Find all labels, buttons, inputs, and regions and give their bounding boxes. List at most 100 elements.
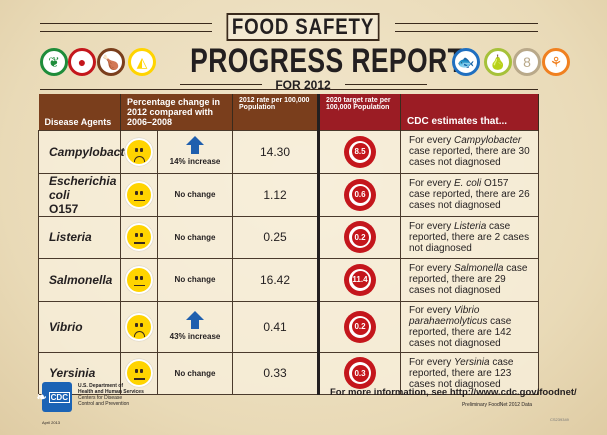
agent-name: Campylobacter [49, 144, 136, 159]
hhs-text: U.S. Department of Health and Human Serv… [78, 383, 144, 407]
change-text: No change [174, 368, 216, 378]
change-text: 43% increase [169, 332, 221, 341]
target-cell: 0.2 [317, 300, 401, 353]
table-row: Vibrio 43% increase 0.41 0.2 For every V… [38, 300, 539, 353]
agent-name: Vibrio [49, 319, 83, 334]
hhs-eagle-icon: ❧ [36, 390, 47, 404]
agent-name: Listeria [49, 230, 92, 245]
sad-face-icon [125, 137, 153, 166]
document-code: CS239349 [550, 417, 569, 422]
divider [345, 84, 427, 85]
estimate-text: For every [409, 135, 455, 147]
estimate-organism: Salmonella [454, 263, 504, 275]
table-row: Campylobacter 14% increase 14.30 8.5 For… [38, 130, 539, 174]
target-value: 0.6 [351, 186, 369, 203]
beef-icon: ● [68, 48, 96, 76]
target-icon: 0.6 [344, 178, 376, 211]
poultry-icon: 🍗 [97, 48, 125, 76]
disease-agent: Listeria [38, 215, 121, 259]
cdc-estimate: For every Listeria case reported, there … [400, 215, 539, 259]
target-icon: 11.4 [344, 263, 376, 296]
more-info-link[interactable]: For more information, see http://www.cdc… [330, 387, 577, 398]
disease-agent: Vibrio [38, 300, 121, 353]
cdc-estimate: For every Campylobacter case reported, t… [400, 130, 539, 174]
sad-face-icon [125, 312, 153, 341]
table-row: Escherichia coli O157 No change 1.12 0.6 … [38, 172, 539, 217]
divider [180, 84, 262, 85]
change-cell: No change [157, 172, 233, 217]
up-arrow-icon [158, 136, 232, 155]
hhs-line: Control and Prevention [78, 401, 130, 407]
hhs-line: Centers for Disease [78, 395, 123, 401]
title-food-safety: FOOD SAFETY [226, 13, 380, 41]
target-value: 0.3 [351, 364, 369, 382]
agent-name: Yersinia [49, 366, 96, 381]
neutral-face-icon [125, 180, 153, 209]
header-2012-rate: 2012 rate per 100,000 Population [232, 94, 319, 131]
estimate-organism: E. coli [454, 178, 482, 189]
fish-icon: 🐟 [452, 48, 480, 76]
table-row: Yersinia No change 0.33 0.3 For every Ye… [38, 351, 539, 395]
produce-icon: ❦ [40, 48, 68, 76]
peanut-icon: 8 [513, 48, 541, 76]
disease-agent: Salmonella [38, 258, 121, 302]
cdc-estimate: For every Yersinia case reported, there … [400, 351, 539, 395]
agent-name: Escherichia coli [49, 173, 117, 202]
target-value: 0.2 [351, 228, 369, 246]
change-cell: No change [157, 258, 233, 302]
header-percentage-change: Percentage change in 2012 compared with … [120, 94, 233, 131]
estimate-text: case reported, there are 29 cases not di… [409, 263, 528, 297]
rate-2012: 0.25 [232, 215, 319, 259]
progress-table: Disease Agents Percentage change in 2012… [38, 94, 539, 395]
target-value: 11.4 [351, 271, 369, 289]
neutral-face-icon [125, 265, 153, 294]
target-icon: 0.2 [344, 310, 376, 343]
agent-name: Salmonella [49, 272, 113, 287]
header-disease-agents: Disease Agents [38, 94, 121, 131]
neutral-face-icon [125, 223, 153, 252]
table-row: Listeria No change 0.25 0.2 For every Li… [38, 215, 539, 259]
cdc-estimate: For every E. coli O157 case reported, th… [400, 172, 539, 217]
target-cell: 0.6 [317, 172, 401, 217]
estimate-text: case reported, there are 123 cases not d… [409, 356, 514, 390]
estimate-text: For every [409, 356, 455, 368]
divider [40, 31, 212, 32]
estimate-text: For every [409, 304, 455, 316]
cdc-logo: ❧ CDC [37, 382, 72, 412]
cdc-estimate: For every Salmonella case reported, ther… [400, 258, 539, 302]
table-row: Salmonella No change 16.42 11.4 For ever… [38, 258, 539, 302]
title-progress-report: PROGRESS REPORT [190, 42, 465, 80]
rate-2012: 0.33 [232, 351, 319, 395]
change-text: No change [174, 275, 216, 285]
estimate-text: O157 case reported, there are 26 cases n… [409, 178, 530, 211]
change-text: 14% increase [169, 157, 221, 167]
estimate-organism: Yersinia [454, 356, 490, 368]
header-2020-target: 2020 target rate per 100,000 Population [317, 94, 401, 131]
target-cell: 11.4 [317, 258, 401, 302]
target-cell: 8.5 [317, 130, 401, 174]
grain-icon: ⚘ [542, 48, 570, 76]
estimate-text: case reported, there are 30 cases not di… [409, 146, 530, 169]
face-cell [120, 130, 158, 174]
rate-2012: 1.12 [232, 172, 319, 217]
title-year: FOR 2012 [275, 78, 331, 92]
estimate-organism: Campylobacter [454, 135, 522, 147]
estimate-text: case reported, there are 2 cases not dia… [409, 220, 530, 254]
preliminary-note: Preliminary FoodNet 2012 Data [461, 402, 532, 408]
change-cell: 14% increase [157, 130, 233, 174]
target-cell: 0.2 [317, 215, 401, 259]
change-cell: No change [157, 351, 233, 395]
cdc-estimate: For every Vibrio parahaemolyticus case r… [400, 300, 539, 353]
change-cell: No change [157, 215, 233, 259]
estimate-text: case reported, there are 142 cases not d… [409, 315, 512, 349]
estimate-organism: Listeria [454, 220, 487, 232]
face-cell [120, 215, 158, 259]
header-cdc-estimates: CDC estimates that... [400, 94, 539, 131]
table-header: Disease Agents Percentage change in 2012… [38, 94, 539, 131]
agent-serotype: O157 [49, 201, 79, 216]
date: April 2013 [42, 420, 61, 425]
estimate-text: For every [409, 220, 455, 232]
estimate-text: For every [409, 178, 455, 189]
change-cell: 43% increase [157, 300, 233, 353]
target-value: 0.2 [351, 318, 369, 335]
